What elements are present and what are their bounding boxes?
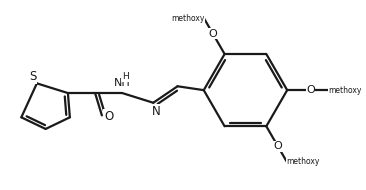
Text: methoxy: methoxy xyxy=(328,86,361,95)
Text: O: O xyxy=(274,141,282,151)
Text: H: H xyxy=(122,72,128,81)
Text: O: O xyxy=(306,85,315,95)
Text: NH: NH xyxy=(114,78,131,88)
Text: N: N xyxy=(152,105,161,118)
Text: methoxy: methoxy xyxy=(287,157,320,166)
Text: O: O xyxy=(209,29,217,39)
Text: O: O xyxy=(104,110,113,123)
Text: methoxy: methoxy xyxy=(171,14,204,23)
Text: S: S xyxy=(29,70,37,83)
